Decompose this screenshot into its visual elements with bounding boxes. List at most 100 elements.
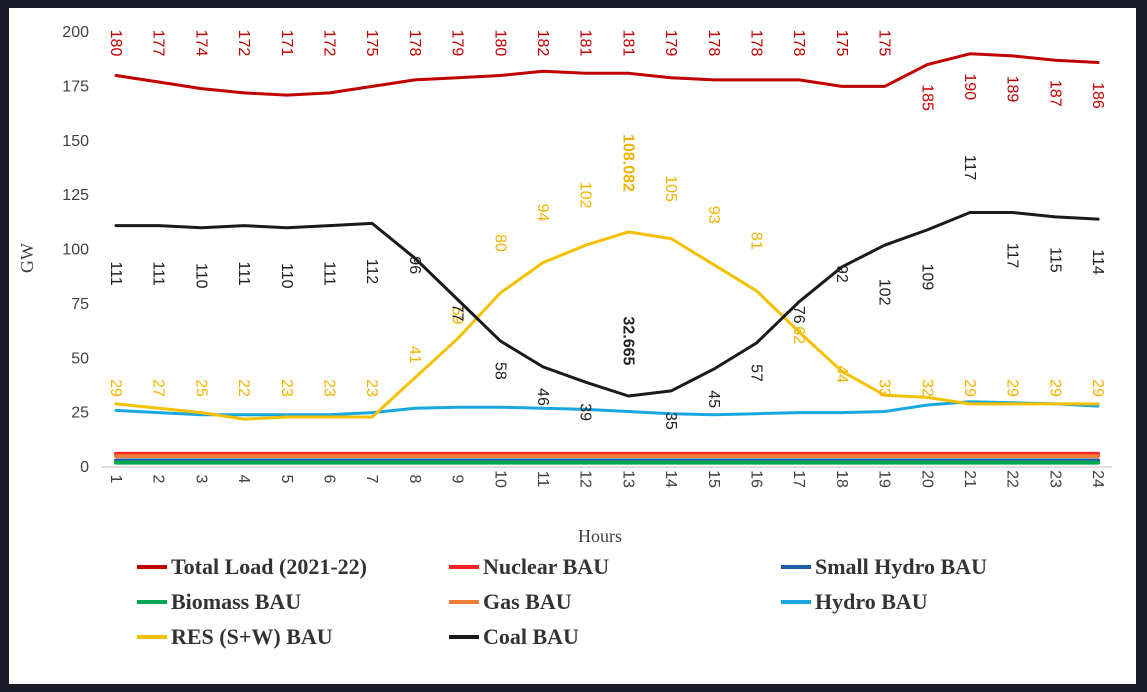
data-label-coal: 111 <box>321 261 338 285</box>
y-tick-label: 175 <box>62 78 89 95</box>
x-tick-label: 20 <box>918 470 935 488</box>
data-label-coal: 110 <box>278 263 295 289</box>
y-tick-label: 25 <box>71 405 89 422</box>
x-tick-label: 7 <box>363 475 380 484</box>
data-label-coal: 39 <box>577 403 594 421</box>
data-label-coal: 111 <box>107 261 124 285</box>
data-label-total: 175 <box>833 30 850 57</box>
legend-label-gas: Gas BAU <box>483 589 572 614</box>
data-label-coal: 109 <box>918 264 935 291</box>
legend-label-hydro: Hydro BAU <box>815 589 928 614</box>
y-axis-title: GW <box>17 243 37 273</box>
data-label-coal: 76 <box>790 306 807 324</box>
data-label-res: 25 <box>192 379 209 397</box>
x-tick-label: 2 <box>150 475 167 484</box>
x-tick-label: 10 <box>491 470 508 488</box>
data-label-coal: 35 <box>662 412 679 430</box>
data-label-res: 33 <box>876 379 893 397</box>
data-label-res: 41 <box>406 346 423 364</box>
series-line-total <box>114 52 1100 97</box>
data-label-res: 80 <box>491 234 508 252</box>
data-label-coal: 77 <box>449 304 466 322</box>
data-label-coal: 45 <box>705 390 722 408</box>
data-label-total: 174 <box>192 30 209 57</box>
x-tick-label: 4 <box>235 475 252 484</box>
data-label-res: 108.082 <box>619 134 636 192</box>
y-tick-label: 125 <box>62 187 89 204</box>
x-tick-label: 22 <box>1004 470 1021 488</box>
data-label-total: 186 <box>1089 82 1106 109</box>
data-label-res: 29 <box>1004 379 1021 397</box>
legend-label-res: RES (S+W) BAU <box>171 624 333 649</box>
x-tick-label: 19 <box>876 470 893 488</box>
data-label-res: 29 <box>1046 379 1063 397</box>
x-tick-label: 17 <box>790 470 807 488</box>
y-tick-label: 50 <box>71 350 89 367</box>
data-label-coal: 111 <box>235 261 252 285</box>
data-label-total: 181 <box>619 30 636 57</box>
x-tick-label: 9 <box>449 475 466 484</box>
x-tick-label: 24 <box>1089 470 1106 488</box>
data-label-total: 178 <box>406 30 423 57</box>
data-label-coal: 112 <box>363 259 380 285</box>
x-tick-label: 8 <box>406 475 423 484</box>
x-tick-label: 11 <box>534 471 551 488</box>
x-tick-label: 21 <box>961 470 978 488</box>
series-line-res <box>114 230 1100 421</box>
x-axis-title: Hours <box>578 526 622 546</box>
x-tick-label: 6 <box>321 475 338 484</box>
data-label-res: 27 <box>150 379 167 397</box>
data-label-res: 23 <box>278 379 295 397</box>
data-label-coal: 57 <box>748 364 765 382</box>
x-tick-label: 1 <box>107 475 124 484</box>
x-tick-label: 23 <box>1046 470 1063 488</box>
data-label-total: 181 <box>577 30 594 57</box>
data-label-res: 62 <box>790 326 807 344</box>
series-line-hydro <box>114 400 1100 417</box>
data-label-total: 185 <box>918 84 935 111</box>
data-label-total: 187 <box>1046 80 1063 107</box>
data-label-total: 178 <box>748 30 765 57</box>
chart-frame: 0 25 50 75 100 125 150 175 200 1 2 3 4 5 6 7 8 9 10 11 12 13 1… <box>9 8 1136 684</box>
data-label-total: 178 <box>705 30 722 57</box>
legend-label-total: Total Load (2021-22) <box>171 554 367 579</box>
data-label-res: 102 <box>577 182 594 209</box>
legend-label-smallhydro: Small Hydro BAU <box>815 554 987 579</box>
x-tick-label: 18 <box>833 470 850 488</box>
data-label-res: 23 <box>321 379 338 397</box>
data-labels: 180 177 174 172 171 172 175 178 179 180 182 181 181 1… <box>107 30 1106 430</box>
data-label-coal: 102 <box>876 279 893 306</box>
y-tick-label: 150 <box>62 133 89 150</box>
y-tick-label: 100 <box>62 242 89 259</box>
x-tick-label: 5 <box>278 475 295 484</box>
data-label-total: 177 <box>150 30 167 57</box>
data-label-total: 175 <box>876 30 893 57</box>
series-lines <box>114 52 1101 465</box>
y-tick-label: 0 <box>80 459 89 476</box>
series-line-coal <box>114 211 1100 398</box>
x-tick-label: 13 <box>619 470 636 488</box>
data-label-coal: 110 <box>192 263 209 289</box>
data-label-coal: 96 <box>406 256 423 274</box>
data-label-res: 44 <box>833 365 850 383</box>
data-label-total: 179 <box>662 30 679 57</box>
data-label-total: 189 <box>1004 76 1021 103</box>
data-label-res: 93 <box>705 206 722 224</box>
data-label-total: 171 <box>278 30 295 57</box>
data-label-total: 179 <box>449 30 466 57</box>
data-label-coal: 115 <box>1046 247 1063 273</box>
data-label-total: 182 <box>534 30 551 57</box>
data-label-res: 105 <box>662 175 679 202</box>
data-label-res: 23 <box>363 379 380 397</box>
data-label-coal: 32.665 <box>619 317 636 366</box>
data-label-total: 172 <box>321 30 338 57</box>
x-tick-label: 3 <box>192 475 209 484</box>
data-label-total: 180 <box>491 30 508 57</box>
y-tick-label: 75 <box>71 296 89 313</box>
data-label-res: 32 <box>918 379 935 397</box>
legend-label-biomass: Biomass BAU <box>171 589 301 614</box>
data-label-coal: 92 <box>833 265 850 283</box>
data-label-total: 175 <box>363 30 380 57</box>
data-label-coal: 46 <box>534 388 551 406</box>
